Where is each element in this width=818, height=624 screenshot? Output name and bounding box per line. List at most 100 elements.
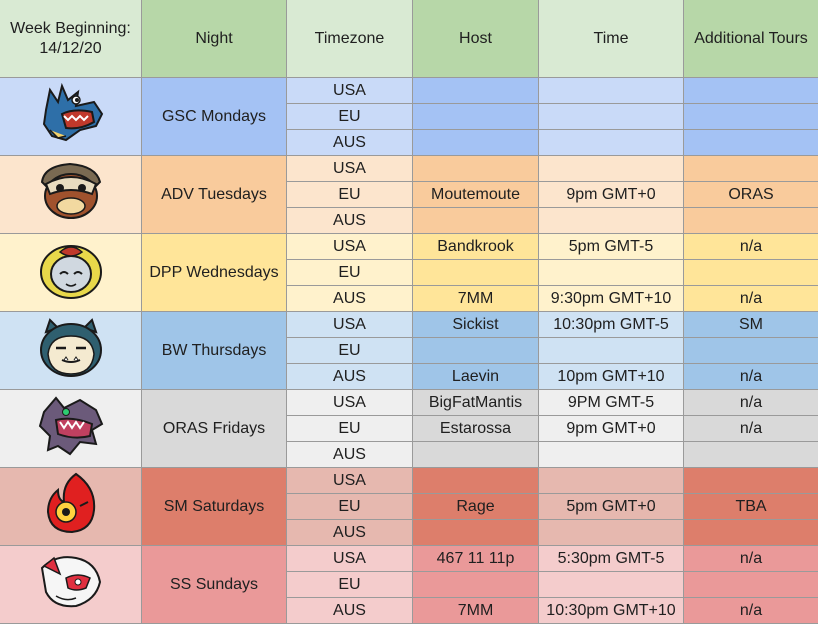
time-cell: 9pm GMT+0 [539,182,684,208]
host-cell: BigFatMantis [413,390,539,416]
host-cell: Laevin [413,364,539,390]
night-name: BW Thursdays [142,312,287,390]
night-icon-cell [0,234,142,312]
time-cell [539,130,684,156]
time-cell [539,260,684,286]
night-name: GSC Mondays [142,78,287,156]
host-cell: 7MM [413,286,539,312]
additional-tours-cell [684,572,818,598]
time-cell: 5pm GMT+0 [539,494,684,520]
additional-tours-cell [684,442,818,468]
timezone-cell: EU [287,260,413,286]
host-cell: Bandkrook [413,234,539,260]
additional-tours-header: Additional Tours [684,0,818,78]
time-cell: 9PM GMT-5 [539,390,684,416]
night-name: ORAS Fridays [142,390,287,468]
time-cell [539,572,684,598]
time-cell: 5pm GMT-5 [539,234,684,260]
additional-tours-cell [684,156,818,182]
host-cell [413,130,539,156]
additional-tours-cell: TBA [684,494,818,520]
host-cell [413,520,539,546]
additional-tours-cell [684,78,818,104]
night-name: DPP Wednesdays [142,234,287,312]
timezone-cell: EU [287,494,413,520]
timezone-cell: AUS [287,520,413,546]
uxie-icon [0,236,141,310]
latias-icon [0,548,141,622]
timezone-cell: EU [287,416,413,442]
week-date: 14/12/20 [39,40,101,57]
time-cell: 9:30pm GMT+10 [539,286,684,312]
host-cell [413,468,539,494]
host-cell: Estarossa [413,416,539,442]
time-cell: 5:30pm GMT-5 [539,546,684,572]
night-name: ADV Tuesdays [142,156,287,234]
time-cell [539,442,684,468]
additional-tours-cell: SM [684,312,818,338]
timezone-cell: USA [287,468,413,494]
host-cell [413,156,539,182]
night-name: SM Saturdays [142,468,287,546]
time-cell [539,208,684,234]
additional-tours-cell: n/a [684,364,818,390]
additional-tours-cell [684,260,818,286]
week-beginning-header: Week Beginning: 14/12/20 [0,0,142,78]
time-cell [539,104,684,130]
host-cell [413,338,539,364]
night-icon-cell [0,312,142,390]
timezone-cell: USA [287,234,413,260]
timezone-cell: AUS [287,442,413,468]
additional-tours-cell [684,338,818,364]
timezone-cell: AUS [287,130,413,156]
timezone-cell: USA [287,156,413,182]
timezone-cell: USA [287,78,413,104]
additional-tours-cell: n/a [684,416,818,442]
additional-tours-cell: n/a [684,546,818,572]
host-cell [413,260,539,286]
timezone-header: Timezone [287,0,413,78]
timezone-cell: USA [287,312,413,338]
host-cell: Moutemoute [413,182,539,208]
additional-tours-cell [684,208,818,234]
week-label: Week Beginning: [10,20,131,37]
time-cell: 10:30pm GMT-5 [539,312,684,338]
night-icon-cell [0,546,142,624]
fire-ball-icon [0,470,141,544]
host-cell [413,572,539,598]
additional-tours-cell: n/a [684,286,818,312]
time-cell [539,520,684,546]
additional-tours-cell: n/a [684,390,818,416]
night-icon-cell [0,468,142,546]
timezone-cell: AUS [287,208,413,234]
timezone-cell: AUS [287,286,413,312]
mega-aerodactyl-icon [0,392,141,466]
timezone-cell: EU [287,182,413,208]
host-cell: Rage [413,494,539,520]
additional-tours-cell: n/a [684,234,818,260]
night-icon-cell [0,78,142,156]
night-header: Night [142,0,287,78]
time-cell [539,156,684,182]
host-cell [413,104,539,130]
snorlax-icon [0,314,141,388]
time-cell [539,78,684,104]
host-cell: Sickist [413,312,539,338]
timezone-cell: USA [287,390,413,416]
marowak-icon [0,158,141,232]
additional-tours-cell: ORAS [684,182,818,208]
night-icon-cell [0,390,142,468]
additional-tours-cell [684,104,818,130]
time-cell: 9pm GMT+0 [539,416,684,442]
timezone-cell: USA [287,546,413,572]
additional-tours-cell [684,130,818,156]
additional-tours-cell [684,520,818,546]
night-icon-cell [0,156,142,234]
timezone-cell: EU [287,104,413,130]
